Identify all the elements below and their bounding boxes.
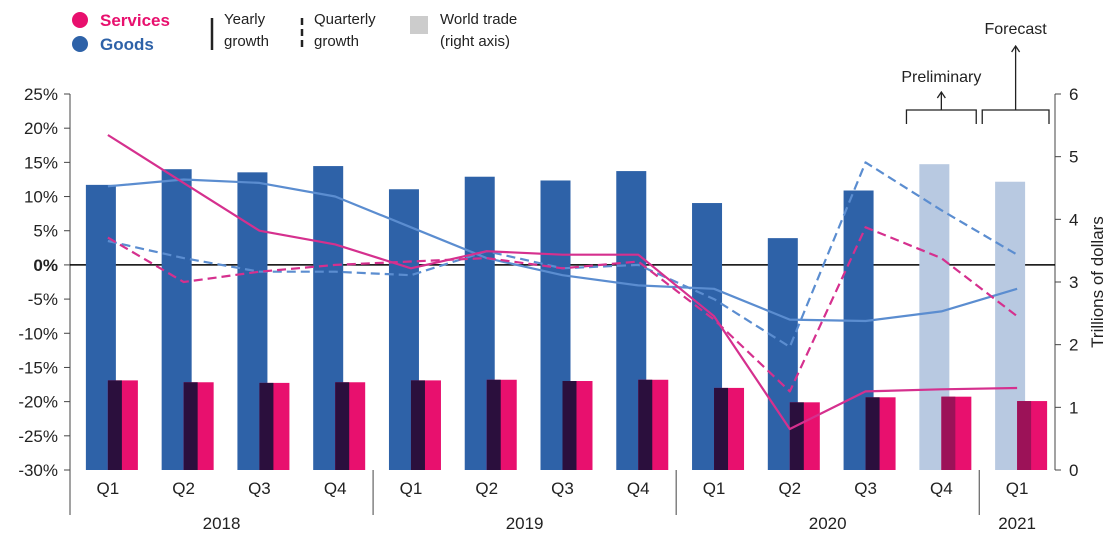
right-axis-tick-label: 3 (1069, 273, 1078, 292)
year-label: 2020 (809, 514, 847, 533)
left-axis-tick-label: 5% (33, 222, 58, 241)
right-axis-tick-label: 5 (1069, 148, 1078, 167)
right-axis-label: Trillions of dollars (1088, 216, 1107, 348)
legend: Services Goods Yearly growth Quarterly g… (72, 11, 517, 54)
services-trade-bar-overlap (789, 402, 804, 470)
year-label: 2021 (998, 514, 1036, 533)
yearly-legend-label-2: growth (224, 33, 269, 50)
left-axis-tick-label: -30% (18, 461, 58, 480)
quarter-label: Q3 (551, 479, 574, 498)
services-trade-bar-overlap (865, 397, 880, 470)
quarter-label: Q3 (248, 479, 271, 498)
quarter-label: Q1 (703, 479, 726, 498)
services-trade-bar-overlap (562, 381, 577, 470)
left-axis-tick-label: 25% (24, 85, 58, 104)
quarter-label: Q2 (475, 479, 498, 498)
left-axis-tick-label: 10% (24, 188, 58, 207)
world-trade-legend-box (410, 16, 428, 34)
preliminary-label: Preliminary (901, 69, 981, 86)
goods-legend-dot (72, 36, 88, 52)
lines (107, 134, 1018, 431)
services-trade-bar-overlap (714, 387, 729, 470)
right-axis-tick-label: 1 (1069, 398, 1078, 417)
services-trade-bar-overlap (107, 380, 122, 470)
left-axis-tick-label: 15% (24, 153, 58, 172)
quarter-label: Q4 (324, 479, 347, 498)
forecast-bracket (981, 109, 1050, 124)
quarterly-legend-label-2: growth (314, 33, 359, 50)
right-axis-tick-label: 2 (1069, 336, 1078, 355)
services-quarterly-growth-line (107, 226, 1018, 393)
services-trade-bar-overlap (335, 382, 350, 470)
forecast-label: Forecast (984, 21, 1047, 38)
annotations: Preliminary Forecast (901, 21, 1050, 124)
quarter-label: Q1 (400, 479, 423, 498)
services-yearly-growth-line (107, 134, 1018, 431)
services-legend-label: Services (100, 11, 170, 30)
quarter-label: Q1 (1006, 479, 1029, 498)
left-axis-tick-label: 0% (33, 256, 58, 275)
services-trade-bar-overlap (486, 379, 501, 470)
goods-yearly-growth-line (107, 178, 1018, 323)
world-trade-legend-label-2: (right axis) (440, 33, 510, 50)
services-trade-bar-overlap (638, 379, 653, 470)
year-label: 2019 (506, 514, 544, 533)
yearly-legend-label-1: Yearly (224, 11, 266, 28)
quarterly-legend-label-1: Quarterly (314, 11, 376, 28)
bars (85, 164, 1048, 471)
preliminary-arrow-head (936, 90, 946, 99)
left-axis-tick-label: -5% (28, 290, 58, 309)
forecast-arrow-head (1011, 44, 1021, 53)
right-axis-tick-label: 4 (1069, 210, 1078, 229)
left-axis-tick-label: -10% (18, 324, 58, 343)
quarter-label: Q4 (930, 479, 953, 498)
right-axis-tick-label: 6 (1069, 85, 1078, 104)
quarter-label: Q3 (854, 479, 877, 498)
axes: 25% 20% 15% 10% 5% 0% -5% -10% -15% -20% -25% -30% 6… (18, 85, 1107, 533)
quarter-label: Q2 (172, 479, 195, 498)
services-trade-bar-overlap (1017, 401, 1032, 470)
quarter-label: Q2 (778, 479, 801, 498)
left-axis-tick-label: -20% (18, 393, 58, 412)
quarter-label: Q1 (97, 479, 120, 498)
services-legend-dot (72, 12, 88, 28)
services-trade-bar-overlap (410, 380, 425, 470)
preliminary-bracket (905, 109, 977, 124)
left-axis-tick-label: -15% (18, 358, 58, 377)
left-axis-tick-label: -25% (18, 427, 58, 446)
right-axis-tick-label: 0 (1069, 461, 1078, 480)
world-trade-legend-label-1: World trade (440, 11, 517, 28)
services-trade-bar-overlap (183, 382, 198, 470)
left-axis-tick-label: 20% (24, 119, 58, 138)
services-trade-bar-overlap (259, 382, 274, 470)
services-trade-bar-overlap (941, 396, 956, 470)
goods-legend-label: Goods (100, 35, 154, 54)
quarter-label: Q4 (627, 479, 650, 498)
year-label: 2018 (203, 514, 241, 533)
